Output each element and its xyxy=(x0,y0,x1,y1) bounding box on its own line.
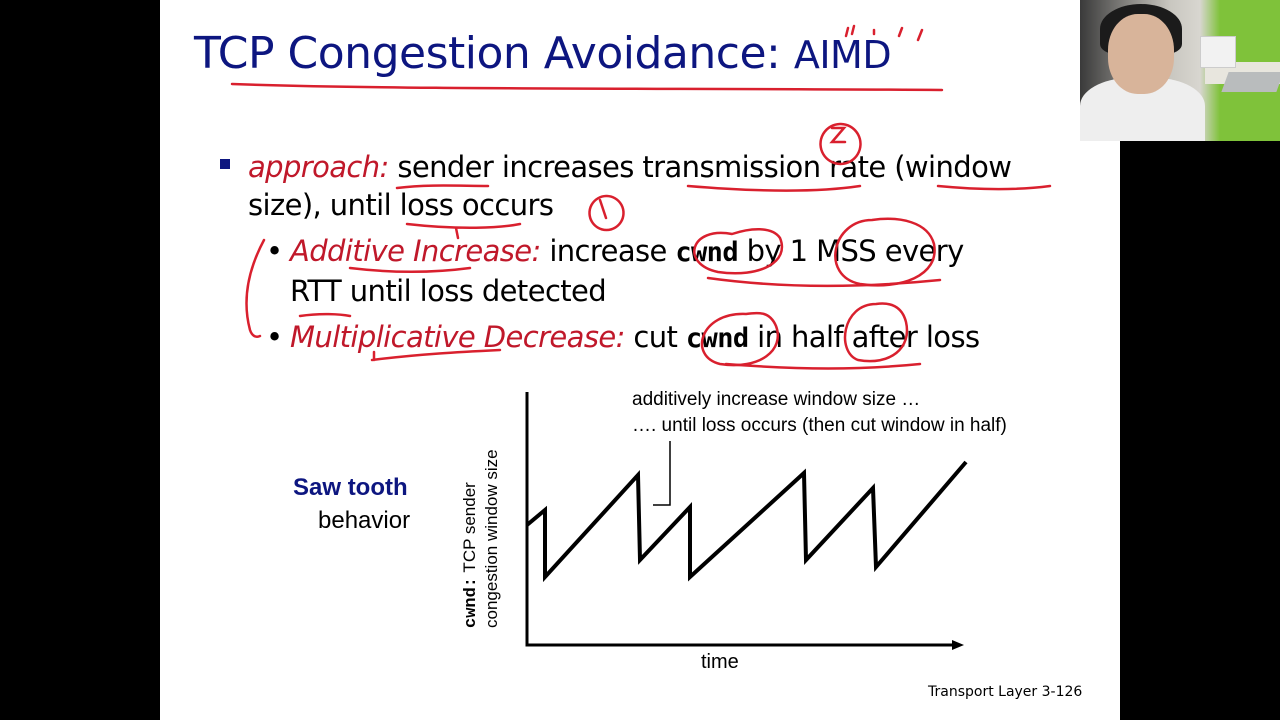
title-aimd: AIMD xyxy=(793,33,892,77)
webcam-video xyxy=(1080,0,1280,141)
x-axis-arrow-icon xyxy=(952,640,964,650)
numeral-2-ink xyxy=(829,126,847,144)
bullet-multiplicative-decrease: • Multiplicative Decrease: cut cwnd in h… xyxy=(216,318,1096,358)
presenter-face xyxy=(1108,14,1174,94)
approach-text-1: sender increases transmission rate (wind… xyxy=(388,150,1012,184)
md-pre: cut xyxy=(624,320,686,354)
bullet-list: approach: sender increases transmission … xyxy=(216,148,1096,358)
annotation-line2: …. until loss occurs (then cut window in… xyxy=(632,415,1007,436)
md-label: Multiplicative Decrease: xyxy=(290,320,625,354)
ai-post: by 1 MSS every xyxy=(738,234,965,268)
sawtooth-chart xyxy=(230,24,1052,650)
ai-label: Additive Increase: xyxy=(290,234,541,268)
approach-label: approach: xyxy=(248,150,389,184)
ai-line2: RTT until loss detected xyxy=(290,274,607,308)
laptop xyxy=(1221,72,1280,92)
x-axis-label: time xyxy=(701,651,739,673)
title-text: TCP Congestion Avoidance: xyxy=(194,28,794,79)
picture-frame xyxy=(1200,36,1236,68)
approach-text-2: size), until loss occurs xyxy=(248,188,554,222)
y-axis-label: cwnd: TCP sender congestion window size xyxy=(460,449,502,628)
annotation-leader-line xyxy=(653,441,671,506)
underline-cwnd-half-ink xyxy=(724,362,922,370)
md-post: in half after loss xyxy=(748,320,980,354)
bullet-approach: approach: sender increases transmission … xyxy=(216,148,1096,224)
bullet-additive-increase: • Additive Increase: increase cwnd by 1 … xyxy=(216,232,1096,310)
y-label-line1: TCP sender xyxy=(460,482,479,577)
y-label-code: cwnd: xyxy=(462,576,481,628)
slide-title: TCP Congestion Avoidance: AIMD xyxy=(194,28,892,79)
title-underline-ink xyxy=(230,82,944,92)
cwnd-sawtooth-line xyxy=(525,460,968,583)
dot-bullet-icon: • xyxy=(266,234,283,268)
slide: TCP Congestion Avoidance: AIMD approach:… xyxy=(160,0,1120,720)
y-label-line2: congestion window size xyxy=(482,449,501,628)
chart-annotation: additively increase window size … …. unt… xyxy=(632,387,1007,439)
md-code: cwnd xyxy=(685,323,749,354)
ai-code: cwnd xyxy=(675,237,738,268)
square-bullet-icon xyxy=(220,159,230,169)
slide-footer: Transport Layer 3-126 xyxy=(928,684,1083,700)
annotation-line1: additively increase window size … xyxy=(632,389,921,410)
sawtooth-title: Saw tooth xyxy=(293,474,408,501)
ai-pre: increase xyxy=(540,234,676,268)
sawtooth-subtitle: behavior xyxy=(318,507,411,534)
dot-bullet-icon: • xyxy=(266,320,283,354)
